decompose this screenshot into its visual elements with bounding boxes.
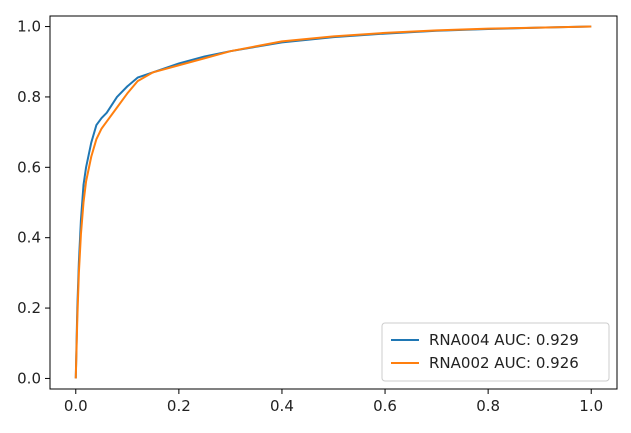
legend: RNA004 AUC: 0.929 RNA002 AUC: 0.926 [382,323,609,381]
x-tick-label: 1.0 [579,397,603,415]
x-tick-label: 0.0 [64,397,88,415]
x-tick-label: 0.2 [167,397,191,415]
legend-label-2: RNA002 AUC: 0.926 [429,354,579,372]
y-tick-label: 0.8 [17,88,41,106]
y-tick-label: 0.0 [17,369,41,387]
x-axis: 0.0 0.2 0.4 0.6 0.8 1.0 [64,389,603,415]
x-tick-label: 0.6 [373,397,397,415]
y-tick-label: 0.2 [17,299,41,317]
y-tick-label: 1.0 [17,18,41,36]
y-tick-label: 0.4 [17,229,41,247]
x-tick-label: 0.8 [476,397,500,415]
y-axis: 0.0 0.2 0.4 0.6 0.8 1.0 [17,18,50,388]
y-tick-label: 0.6 [17,158,41,176]
legend-label-1: RNA004 AUC: 0.929 [429,331,579,349]
x-tick-label: 0.4 [270,397,294,415]
